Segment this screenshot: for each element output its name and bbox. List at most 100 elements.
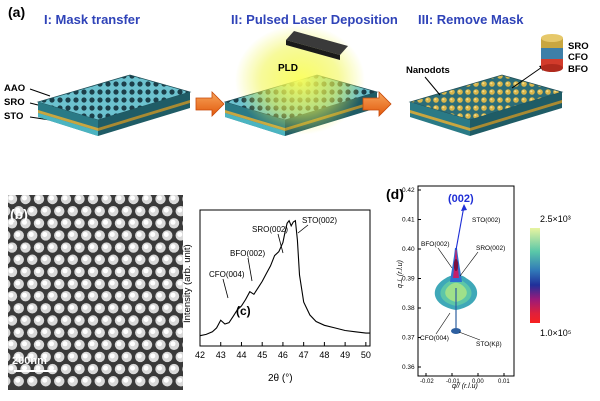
nanodot-highlight <box>62 317 68 322</box>
nanodot-highlight <box>35 341 41 347</box>
nanodot-highlight <box>170 219 176 225</box>
nanodot-highlight <box>49 317 54 322</box>
nanodot-highlight <box>150 256 156 262</box>
nanodot-highlight <box>150 280 156 286</box>
nanodot-pillar <box>541 34 563 72</box>
nanodot-highlight <box>116 341 122 347</box>
nanodot-highlight <box>82 256 88 262</box>
nanodot-highlight <box>103 317 108 322</box>
nanodot-highlight <box>143 219 149 225</box>
rsm-ylabel: q⊥ (r.l.u) <box>397 260 404 288</box>
rsm-peak-sto-kb: STO(Kβ) <box>476 341 502 348</box>
nanodot-highlight <box>157 268 162 274</box>
nanodot-highlight <box>42 256 48 262</box>
nanodot-highlight <box>89 219 95 225</box>
nanodot <box>8 279 11 289</box>
nanodot-highlight <box>96 353 102 359</box>
nanodot <box>8 231 11 240</box>
nanodot-highlight <box>28 231 34 237</box>
nanodot-highlight <box>150 231 156 237</box>
nanodot-highlight <box>123 377 129 383</box>
rsm-x-tick-label: -0.02 <box>420 379 434 385</box>
nanodot-highlight <box>123 231 129 237</box>
nanodot-highlight <box>109 353 115 359</box>
rsm-peak-bfo: BFO(002) <box>421 241 450 248</box>
xrd-x-tick-label: 45 <box>257 350 267 360</box>
nanodot-highlight <box>109 377 115 383</box>
nanodot-highlight <box>8 365 14 371</box>
nanodot-highlight <box>15 329 21 335</box>
nanodot-highlight <box>177 280 183 286</box>
nanodot-highlight <box>170 292 176 298</box>
nanodot-highlight <box>69 207 75 213</box>
nanodot-highlight <box>15 377 21 383</box>
nanodot-highlight <box>22 317 27 322</box>
nanodot-highlight <box>96 280 102 286</box>
xrd-x-tick-label: 47 <box>299 350 309 360</box>
process-arrow-2 <box>362 91 392 117</box>
nanodots-label: Nanodots <box>406 65 450 76</box>
rsm-y-tick-label: 0.41 <box>402 217 415 224</box>
nanodot-highlight <box>62 365 68 371</box>
nanodot <box>8 328 11 338</box>
nanodot-highlight <box>49 268 54 274</box>
nanodot-highlight <box>130 195 135 201</box>
nanodot-highlight <box>42 377 48 383</box>
nanodot-highlight <box>130 292 135 298</box>
nanodot-highlight <box>130 268 135 274</box>
nanodot-highlight <box>143 268 149 274</box>
nanodot-highlight <box>62 292 68 298</box>
nanodot-highlight <box>22 268 27 274</box>
nanodot-highlight <box>89 365 95 371</box>
nanodot-highlight <box>22 341 27 347</box>
nanodot-highlight <box>116 292 122 298</box>
nanodot-highlight <box>89 244 95 250</box>
nanodot-highlight <box>49 244 54 250</box>
nanodot-highlight <box>157 219 162 225</box>
nanodot-highlight <box>89 268 95 274</box>
nanodot <box>8 255 11 265</box>
nanodot-highlight <box>89 341 95 347</box>
nanodot <box>182 317 183 324</box>
nanodot-highlight <box>103 365 108 371</box>
nanodot-highlight <box>8 244 14 250</box>
block-mask-transfer <box>36 74 192 136</box>
nanodot-highlight <box>163 280 169 286</box>
nanodot-highlight <box>62 268 68 274</box>
layer-label-sto: STO <box>4 111 24 122</box>
panel-c-label: (c) <box>236 304 251 318</box>
nanodot-highlight <box>69 377 75 383</box>
nanodot-highlight <box>170 195 176 201</box>
nanodot-highlight <box>177 329 183 335</box>
nanodot-highlight <box>35 195 41 201</box>
nanodot-highlight <box>28 256 34 262</box>
nanodot-highlight <box>177 231 183 237</box>
nanodot-highlight <box>177 304 183 310</box>
xrd-chart: 42 43 44 45 46 47 48 49 50 Intensity (arb. unit)… <box>182 209 371 384</box>
nanodot <box>182 196 183 202</box>
nanodot-highlight <box>150 304 156 310</box>
nanodot-highlight <box>8 268 14 274</box>
nanodot-highlight <box>76 244 81 250</box>
nanodot-highlight <box>28 377 34 383</box>
nanodot-highlight <box>170 317 176 322</box>
nanodot-highlight <box>150 329 156 335</box>
nanodot-highlight <box>69 353 75 359</box>
nanodot-highlight <box>82 377 88 383</box>
nanodot-highlight <box>177 207 183 213</box>
nanodot-highlight <box>103 292 108 298</box>
nanodot-highlight <box>8 341 14 347</box>
nanodot-highlight <box>143 365 149 371</box>
nanodot-highlight <box>15 256 21 262</box>
nanodot <box>182 244 183 251</box>
rsm-y-tick-label: 0.38 <box>402 305 415 312</box>
nanodot-highlight <box>8 219 14 225</box>
nanodot-highlight <box>136 377 142 383</box>
nanodot-highlight <box>103 341 108 347</box>
nanodot-highlight <box>8 317 14 322</box>
nanodot-highlight <box>116 244 122 250</box>
nanodot-highlight <box>55 207 61 213</box>
nanodot-highlight <box>15 280 21 286</box>
nanodot-highlight <box>116 195 122 201</box>
nanodot-highlight <box>15 353 21 359</box>
